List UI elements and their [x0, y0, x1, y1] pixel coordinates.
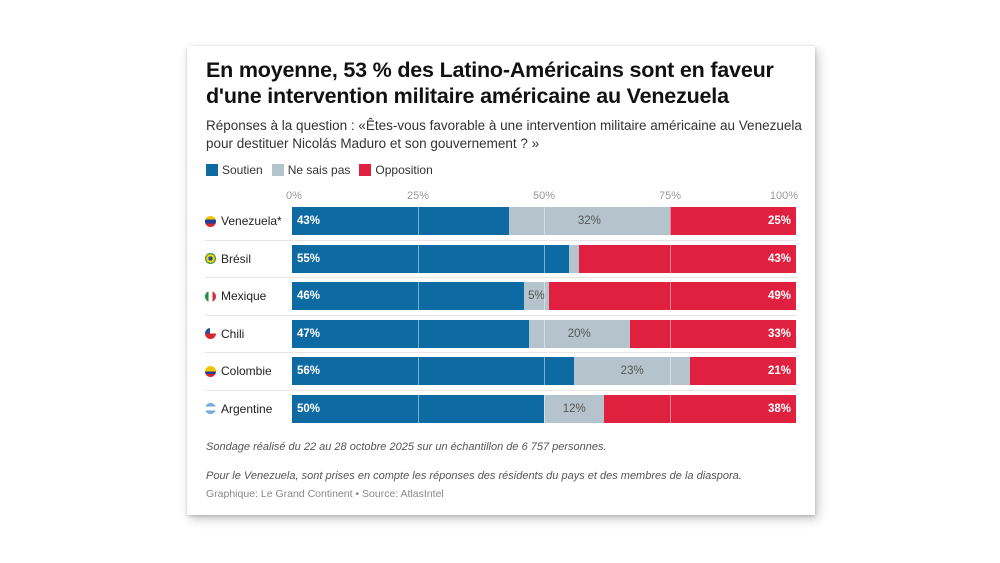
gridline: [670, 244, 671, 273]
x-tick-label: 25%: [406, 190, 430, 202]
row-separator: [205, 352, 797, 353]
venezuela-flag-icon: [205, 215, 216, 227]
source-credit: Graphique: Le Grand Continent • Source: …: [206, 488, 444, 500]
legend-swatch-support: [206, 164, 218, 176]
colombia-flag-icon: [205, 365, 216, 377]
x-tick-label: 50%: [532, 190, 556, 202]
data-label: 5%: [528, 290, 545, 302]
bar-segment-dk: 5%: [523, 282, 550, 310]
bar-segment-oppose: 38%: [604, 394, 796, 423]
bar-segment-support: 55%: [292, 244, 570, 273]
argentina-flag-icon: [205, 403, 216, 414]
category-name: Mexique: [221, 289, 267, 303]
data-label: 25%: [767, 215, 791, 227]
category-label: Chili: [205, 320, 244, 348]
gridline: [670, 357, 671, 385]
gridline: [544, 357, 545, 385]
chart-card: En moyenne, 53 % des Latino-Américains s…: [187, 46, 815, 515]
data-label: 49%: [767, 290, 791, 302]
row-separator: [205, 239, 797, 241]
bar-segment-support: 56%: [292, 357, 575, 385]
legend-label-support: Soutien: [222, 163, 263, 177]
legend-item-support: Soutien: [206, 163, 263, 177]
chart-title: En moyenne, 53 % des Latino-Américains s…: [206, 58, 774, 108]
data-label: 46%: [297, 290, 321, 302]
bar-segment-oppose: 25%: [670, 207, 796, 235]
category-name: Venezuela*: [221, 214, 282, 228]
bar-segment-dk: [569, 244, 580, 273]
legend-item-dont-know: Ne sais pas: [271, 163, 351, 177]
data-label: 56%: [297, 365, 321, 377]
bar-segment-oppose: 21%: [690, 357, 796, 385]
bar-segment-dk: 20%: [528, 319, 630, 348]
data-label: 33%: [767, 327, 791, 340]
row-separator: [205, 277, 797, 278]
data-label: 32%: [577, 215, 601, 227]
x-tick-label: 100%: [769, 190, 799, 202]
gridline: [670, 394, 671, 423]
category-label: Venezuela*: [205, 207, 282, 235]
data-label: 12%: [562, 402, 586, 415]
category-label: Brésil: [205, 245, 251, 273]
data-label: 43%: [297, 215, 321, 227]
legend: Soutien Ne sais pas Opposition: [206, 163, 442, 177]
row-separator: [205, 389, 797, 391]
legend-swatch-dont-know: [271, 164, 284, 176]
gridline: [418, 207, 419, 235]
data-label: 50%: [297, 402, 321, 415]
gridline: [418, 244, 419, 273]
bar-segment-oppose: 49%: [549, 282, 796, 310]
bar-segment-oppose: 43%: [579, 244, 796, 273]
gridline: [544, 394, 545, 423]
gridline: [418, 282, 419, 310]
gridline: [670, 207, 671, 235]
bar-segment-dk: 12%: [544, 394, 605, 423]
legend-item-opposition: Opposition: [359, 163, 433, 177]
data-label: 43%: [767, 252, 791, 265]
venezuela-note: Pour le Venezuela, sont prises en compte…: [206, 470, 742, 482]
category-label: Argentine: [205, 395, 272, 423]
gridline: [418, 394, 419, 423]
gridline: [670, 282, 671, 310]
category-name: Chili: [221, 326, 245, 341]
x-tick-label: 75%: [658, 190, 682, 202]
data-label: 21%: [767, 365, 791, 377]
bar-segment-dk: 32%: [508, 207, 670, 235]
category-name: Argentine: [221, 401, 273, 416]
row-separator: [205, 314, 797, 316]
gridline: [418, 357, 419, 385]
gridline: [544, 282, 545, 310]
data-label: 38%: [767, 402, 791, 415]
legend-label-opposition: Opposition: [375, 163, 433, 177]
bar-segment-support: 43%: [292, 207, 509, 235]
chile-flag-icon: [205, 328, 216, 339]
bar-segment-support: 50%: [292, 394, 544, 423]
legend-swatch-opposition: [359, 164, 372, 176]
brazil-flag-icon: [205, 253, 216, 264]
gridline: [544, 244, 545, 273]
legend-label-dont-know: Ne sais pas: [287, 163, 351, 177]
sample-note: Sondage réalisé du 22 au 28 octobre 2025…: [206, 441, 607, 453]
category-label: Colombie: [205, 357, 272, 385]
gridline: [544, 207, 545, 235]
chart-subtitle: Réponses à la question : «Êtes-vous favo…: [206, 118, 802, 151]
category-name: Brésil: [221, 251, 252, 266]
bar-segment-dk: 23%: [574, 357, 691, 385]
data-label: 20%: [567, 327, 591, 340]
mexico-flag-icon: [205, 290, 216, 302]
gridline: [544, 319, 545, 348]
category-label: Mexique: [205, 282, 266, 310]
category-name: Colombie: [221, 364, 272, 378]
bar-segment-support: 47%: [292, 319, 529, 348]
x-tick-label: 0%: [286, 190, 302, 202]
data-label: 55%: [297, 252, 321, 265]
gridline: [670, 319, 671, 348]
gridline: [418, 319, 419, 348]
bar-segment-oppose: 33%: [629, 319, 796, 348]
data-label: 23%: [620, 365, 644, 377]
data-label: 47%: [297, 327, 321, 340]
bar-segment-support: 46%: [292, 282, 524, 310]
